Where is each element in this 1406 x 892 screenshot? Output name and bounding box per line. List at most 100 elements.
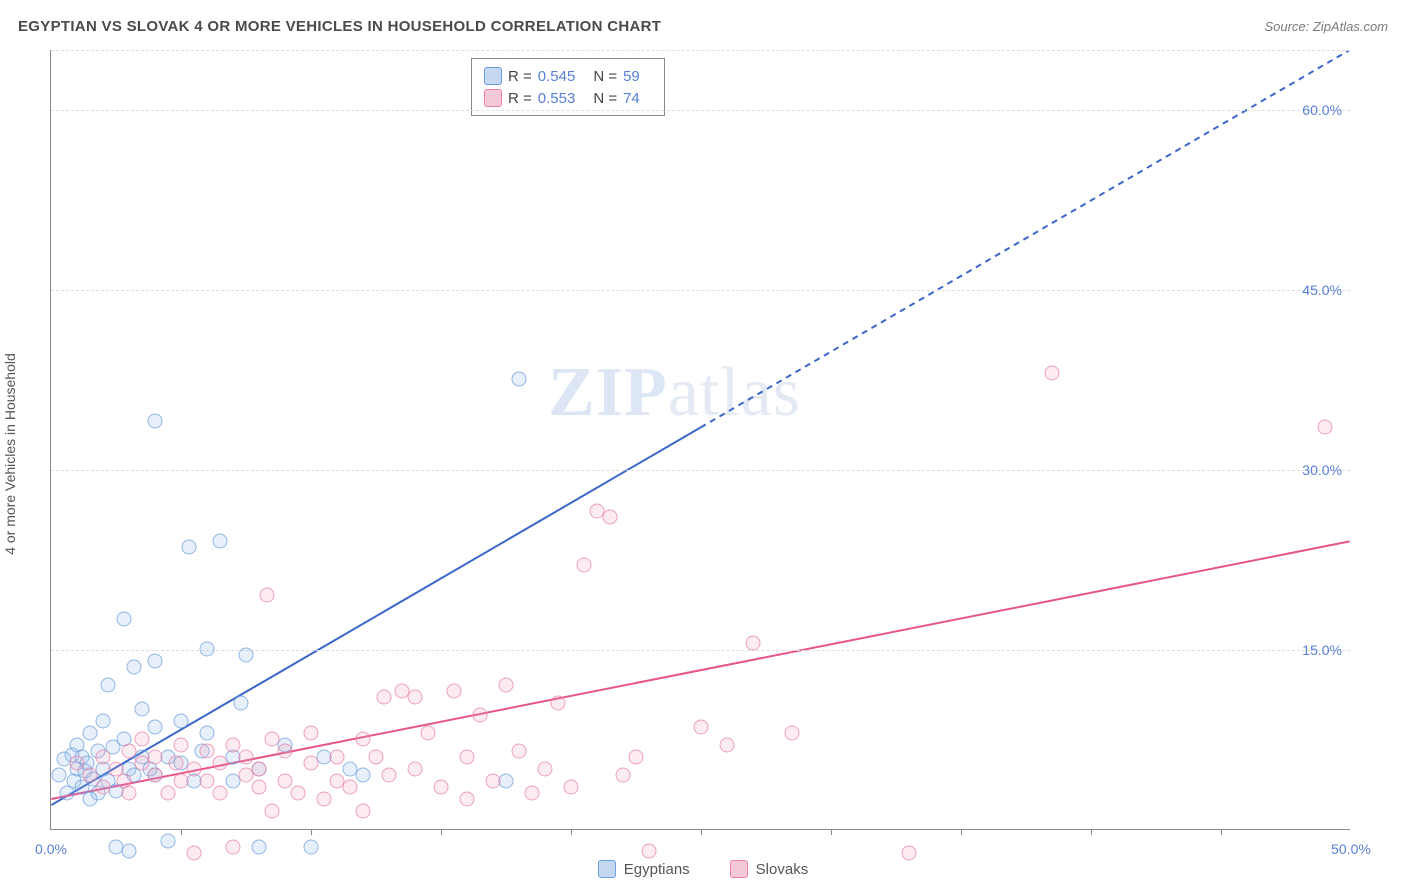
data-point [96,750,111,765]
data-point [460,750,475,765]
data-point [187,846,202,861]
data-point [200,744,215,759]
data-point [122,744,137,759]
data-point [603,510,618,525]
y-tick-label: 60.0% [1302,102,1342,118]
gridline [51,290,1350,291]
x-tick-label: 50.0% [1331,841,1371,857]
data-point [122,843,137,858]
n-value: 59 [623,68,640,85]
data-point [70,756,85,771]
data-point [551,696,566,711]
watermark-atlas: atlas [668,354,801,431]
data-point [278,774,293,789]
data-point [642,843,657,858]
data-point [1045,366,1060,381]
legend-swatch-egyptians [598,860,616,878]
data-point [252,840,267,855]
data-point [317,792,332,807]
data-point [694,720,709,735]
r-value: 0.553 [538,90,576,107]
data-point [785,726,800,741]
stats-legend: R = 0.545 N = 59 R = 0.553 N = 74 [471,58,665,116]
data-point [83,726,98,741]
r-label: R = [508,90,532,107]
chart-source: Source: ZipAtlas.com [1264,19,1388,34]
data-point [252,780,267,795]
legend-swatch-slovaks [484,89,502,107]
x-tick-mark [701,829,702,835]
data-point [148,768,163,783]
data-point [512,744,527,759]
data-point [376,690,391,705]
r-label: R = [508,68,532,85]
data-point [116,612,131,627]
data-point [127,660,142,675]
data-point [174,714,189,729]
series-legend-item: Egyptians [598,860,690,878]
data-point [421,726,436,741]
watermark: ZIPatlas [548,353,801,433]
series-label: Slovaks [756,861,809,878]
data-point [265,804,280,819]
data-point [577,558,592,573]
data-point [213,786,228,801]
data-point [233,696,248,711]
gridline [51,110,1350,111]
data-point [174,774,189,789]
data-point [447,684,462,699]
x-tick-label: 0.0% [35,841,67,857]
data-point [304,756,319,771]
data-point [239,648,254,663]
data-point [278,744,293,759]
data-point [616,768,631,783]
data-point [174,738,189,753]
data-point [135,702,150,717]
y-tick-label: 15.0% [1302,642,1342,658]
data-point [512,372,527,387]
data-point [408,762,423,777]
data-point [473,708,488,723]
data-point [499,678,514,693]
x-tick-mark [441,829,442,835]
data-point [148,414,163,429]
data-point [330,750,345,765]
data-point [148,750,163,765]
y-tick-label: 30.0% [1302,462,1342,478]
data-point [96,714,111,729]
data-point [226,840,241,855]
series-legend: Egyptians Slovaks [0,860,1406,878]
x-tick-mark [961,829,962,835]
data-point [746,636,761,651]
data-point [122,786,137,801]
data-point [356,804,371,819]
data-point [629,750,644,765]
data-point [343,780,358,795]
data-point [213,756,228,771]
x-tick-mark [1091,829,1092,835]
x-tick-mark [1221,829,1222,835]
x-tick-mark [571,829,572,835]
data-point [200,726,215,741]
chart-header: EGYPTIAN VS SLOVAK 4 OR MORE VEHICLES IN… [18,18,1388,35]
data-point [1318,420,1333,435]
n-value: 74 [623,90,640,107]
data-point [148,720,163,735]
scatter-plot: ZIPatlas R = 0.545 N = 59 R = 0.553 N = … [50,50,1350,830]
data-point [135,732,150,747]
data-point [499,774,514,789]
data-point [226,738,241,753]
data-point [460,792,475,807]
data-point [252,762,267,777]
stats-legend-row: R = 0.545 N = 59 [484,65,652,87]
data-point [213,534,228,549]
data-point [200,774,215,789]
watermark-zip: ZIP [548,354,668,431]
x-tick-mark [311,829,312,835]
data-point [720,738,735,753]
data-point [902,846,917,861]
data-point [161,786,176,801]
data-point [304,840,319,855]
legend-swatch-slovaks [730,860,748,878]
data-point [187,762,202,777]
